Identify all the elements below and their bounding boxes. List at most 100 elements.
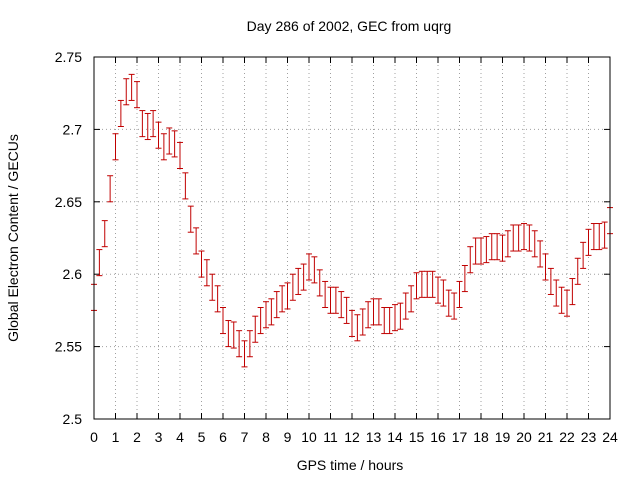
data-point: [252, 315, 259, 343]
data-point: [488, 233, 495, 261]
data-point: [338, 291, 345, 319]
x-tick-label: 10: [301, 429, 317, 445]
data-point: [322, 280, 329, 309]
data-point: [343, 296, 350, 324]
data-point: [171, 130, 178, 158]
data-point: [537, 240, 544, 268]
data-point: [494, 233, 501, 261]
x-tick-label: 12: [344, 429, 360, 445]
x-tick-label: 4: [176, 429, 184, 445]
data-point: [182, 172, 189, 200]
data-point: [504, 230, 511, 258]
data-point: [198, 250, 205, 278]
data-point: [295, 267, 302, 295]
x-tick-label: 14: [387, 429, 403, 445]
x-tick-label: 21: [538, 429, 554, 445]
data-point: [246, 330, 253, 358]
y-tick-label: 2.5: [63, 411, 83, 427]
data-point: [515, 224, 522, 252]
data-point: [365, 301, 372, 329]
data-point: [284, 282, 291, 310]
data-point: [585, 228, 592, 256]
data-point: [316, 269, 323, 297]
data-point: [354, 314, 361, 342]
data-series: [91, 73, 613, 368]
data-point: [542, 253, 549, 281]
data-point: [461, 265, 468, 293]
y-tick-label: 2.55: [55, 339, 82, 355]
y-tick-labels: 2.5 2.55 2.6 2.65 2.7 2.75: [55, 49, 82, 427]
data-point: [187, 205, 194, 233]
data-point: [273, 291, 280, 319]
x-tick-label: 8: [262, 429, 270, 445]
y-tick-label: 2.65: [55, 194, 82, 210]
axis-ticks: [93, 56, 611, 420]
x-tick-label: 23: [581, 429, 597, 445]
x-tick-label: 0: [90, 429, 98, 445]
data-point: [263, 301, 269, 329]
data-point: [467, 246, 474, 274]
y-tick-label: 2.7: [63, 121, 83, 137]
data-point: [553, 279, 560, 307]
x-tick-label: 3: [155, 429, 163, 445]
data-point: [510, 224, 517, 252]
data-point: [440, 279, 447, 307]
x-tick-label: 17: [452, 429, 468, 445]
data-point: [112, 133, 119, 161]
data-point: [306, 253, 312, 281]
data-point: [257, 307, 264, 335]
data-point: [279, 285, 286, 313]
data-point: [225, 320, 232, 348]
data-point: [289, 273, 296, 301]
grid-lines: [94, 57, 610, 419]
data-point: [386, 307, 393, 335]
data-point: [117, 99, 124, 128]
x-tick-label: 11: [323, 429, 338, 445]
data-point: [558, 286, 565, 314]
x-tick-labels: 0 1 2 3 4 5 6 7 8 9 10 11 12 13 14 15 16 17 18 19 20 21 22 23 24: [90, 429, 618, 445]
data-point: [236, 330, 243, 358]
data-point: [220, 307, 226, 335]
data-point: [96, 249, 103, 277]
data-point: [166, 127, 173, 155]
data-point: [451, 292, 458, 320]
data-point: [569, 278, 576, 306]
data-point: [402, 292, 409, 320]
data-point: [375, 298, 382, 326]
y-tick-label: 2.6: [63, 266, 83, 282]
data-point: [408, 285, 415, 313]
data-point: [418, 270, 425, 298]
data-point: [478, 237, 484, 265]
data-point: [531, 230, 538, 258]
data-point: [311, 256, 318, 284]
y-axis-label: Global Electron Content / GECUs: [5, 134, 21, 342]
data-point: [134, 81, 140, 109]
x-tick-label: 5: [198, 429, 206, 445]
data-point: [472, 237, 479, 265]
data-point: [521, 223, 527, 251]
data-point: [241, 340, 248, 368]
data-point: [107, 175, 114, 203]
y-tick-label: 2.75: [55, 49, 82, 65]
data-point: [483, 236, 490, 264]
data-point: [300, 263, 307, 291]
chart-title: Day 286 of 2002, GEC from uqrg: [247, 18, 452, 34]
x-tick-label: 22: [559, 429, 575, 445]
data-point: [397, 302, 404, 330]
x-tick-label: 9: [284, 429, 292, 445]
x-tick-label: 19: [495, 429, 511, 445]
data-point: [349, 309, 355, 337]
x-tick-label: 13: [366, 429, 382, 445]
x-axis-label: GPS time / hours: [297, 457, 404, 473]
data-point: [160, 133, 167, 161]
data-point: [177, 141, 183, 169]
data-point: [327, 286, 334, 314]
x-tick-label: 16: [430, 429, 446, 445]
data-point: [499, 234, 506, 262]
data-point: [359, 308, 366, 336]
data-point: [268, 298, 275, 326]
data-point: [150, 110, 157, 138]
data-point: [564, 289, 570, 317]
x-tick-label: 6: [219, 429, 227, 445]
x-tick-label: 18: [473, 429, 489, 445]
